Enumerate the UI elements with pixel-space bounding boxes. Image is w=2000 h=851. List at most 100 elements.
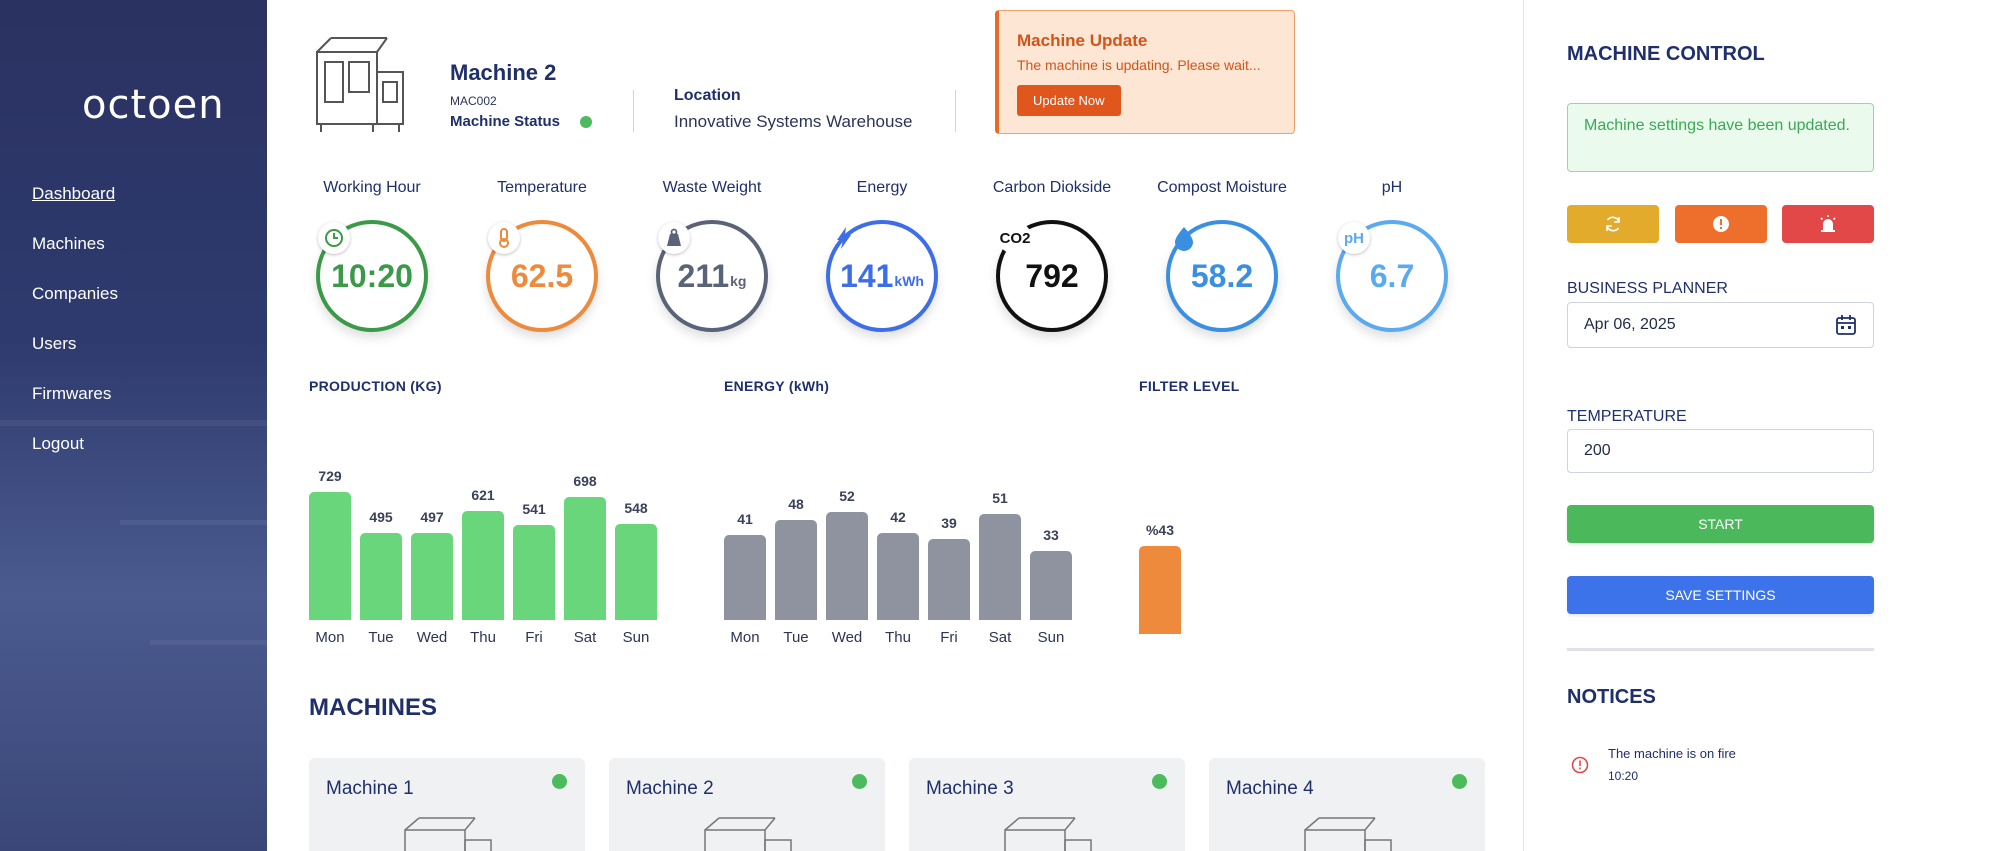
sidebar-item-logout[interactable]: Logout [32,434,84,453]
background-decoration [0,420,267,426]
chart-data-label: 33 [1043,527,1059,543]
chart-data-label: 495 [369,509,393,525]
gauges: Working Hour 10:20 Temperature 62.5 Wast… [287,176,1487,336]
chart-bar [1139,546,1181,634]
chart-bar [411,533,453,620]
sidebar-item-users[interactable]: Users [32,334,77,353]
sidebar-item-firmwares[interactable]: Firmwares [32,384,112,403]
machine-card-name: Machine 2 [626,778,714,799]
update-notification: Machine Update The machine is updating. … [995,10,1295,134]
gauge-label: Temperature [497,179,587,196]
start-button[interactable]: START [1567,505,1874,543]
update-message: The machine is updating. Please wait... [1017,57,1261,73]
chart-tick-label: Sat [988,629,1012,646]
chart-tick-label: Thu [470,629,496,646]
gauge-label: Waste Weight [662,179,762,196]
chart-tick-label: Fri [525,629,543,646]
gauge-value: 792 [1025,257,1079,294]
update-now-button[interactable]: Update Now [1017,85,1121,116]
gauge-ring: 10:20 [316,220,428,332]
chart-bar [877,533,919,620]
background-decoration [120,520,267,525]
gauge-label: Energy [856,179,908,196]
chart-bar [724,535,766,620]
gauge-value: 6.7 [1369,257,1415,294]
production-chart: 729 Mon 495 Tue 497 Wed 621 Thu 541 Fri 698 Sat 548 S… [309,440,669,660]
droplet-icon [1168,222,1200,254]
machine-card[interactable]: Machine 4 [1209,758,1485,851]
refresh-icon [1606,216,1620,232]
chart-data-label: 698 [573,473,597,489]
chart-bar [564,497,606,620]
machine-status-label: Machine Status [450,113,561,130]
gauge-ph: pH 6.7 pH [1307,176,1477,336]
gauge-value: 141 [840,257,894,294]
machine-image [404,817,492,851]
chart-tick-label: Wed [831,629,863,646]
clock-icon [318,222,350,254]
chart-tick-label: Sun [1037,629,1065,646]
gauge-value: 62.5 [510,257,574,294]
status-indicator [580,115,593,128]
chart-data-label: 39 [941,515,957,531]
chart-bar [309,492,351,620]
gauge-energy: Energy 141 kWh [797,176,967,336]
temperature-label: TEMPERATURE [1567,408,1687,425]
notice-text: The machine is on fire [1608,746,1736,761]
notices-title: NOTICES [1567,686,1656,708]
machine-code: MAC002 [450,94,497,108]
machine-name: Machine 2 [450,60,557,85]
sidebar-item-companies[interactable]: Companies [32,284,118,303]
refresh-button[interactable] [1567,205,1659,243]
machine-card-name: Machine 1 [326,778,414,799]
chart-data-label: 497 [420,509,444,525]
logo-text: octoen [82,82,225,128]
divider [633,90,634,132]
warning-button[interactable] [1675,205,1767,243]
machines-title: MACHINES [309,694,438,721]
chart-data-label: 729 [318,468,342,484]
gauge-ring: 58.2 [1166,220,1278,332]
background-decoration [150,640,267,645]
logo[interactable]: octoen [82,80,225,130]
chart-bar [775,520,817,620]
chart-data-label: 52 [839,488,855,504]
alarm-icon [1820,215,1836,232]
settings-updated-alert: Machine settings have been updated. [1567,103,1874,172]
calendar-icon[interactable] [1835,314,1857,336]
sidebar-item-machines[interactable]: Machines [32,234,105,253]
temperature-input[interactable]: 200 [1567,429,1874,473]
gauge-value: 10:20 [331,257,413,294]
chart-data-label: 41 [737,511,753,527]
chart-title-energy: ENERGY (kWh) [724,378,830,394]
chart-tick-label: Mon [730,629,760,646]
control-panel: MACHINE CONTROL Machine settings have be… [1523,0,2000,851]
chart-bar [979,514,1021,620]
gauge-label: Compost Moisture [1157,179,1287,196]
machine-card[interactable]: Machine 3 [909,758,1185,851]
gauge-label: Working Hour [323,179,421,196]
weight-icon [658,222,690,254]
chart-data-label: 621 [471,487,495,503]
chart-tick-label: Fri [940,629,958,646]
machine-image [1304,817,1392,851]
gauge-carbon: Carbon Diokside 792 CO2 [967,176,1137,336]
sidebar-item-dashboard[interactable]: Dashboard [32,184,116,203]
gauge-label: pH [1381,179,1403,196]
chart-tick-label: Sun [622,629,650,646]
save-settings-button[interactable]: SAVE SETTINGS [1567,576,1874,614]
gauge-ring: 141 kWh [826,220,938,332]
alarm-button[interactable] [1782,205,1874,243]
business-planner-date-input[interactable]: Apr 06, 2025 [1567,302,1874,348]
machine-card[interactable]: Machine 2 [609,758,885,851]
machine-status: Machine Status [450,113,593,130]
chart-data-label: 541 [522,501,546,517]
chart-bar [928,539,970,620]
sidebar: octoen Dashboard Machines Companies User… [0,0,267,851]
chart-tick-label: Tue [783,629,809,646]
chart-data-label: 51 [992,490,1008,506]
chart-tick-label: Tue [368,629,394,646]
warning-icon [1713,216,1729,232]
machine-card[interactable]: Machine 1 [309,758,585,851]
sidebar-nav: Dashboard Machines Companies Users Firmw… [32,180,118,480]
